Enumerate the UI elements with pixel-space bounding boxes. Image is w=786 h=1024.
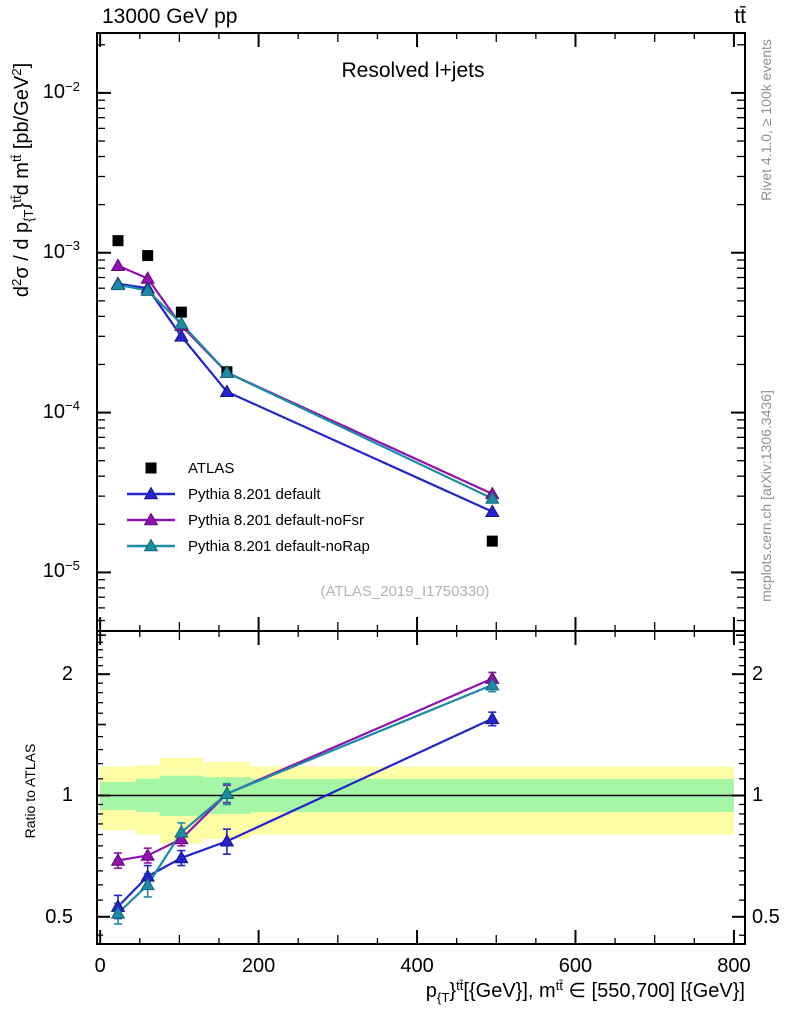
y-tick-label-1e−3: 10−3 [42,239,80,263]
tick-mantissa: 10 [42,400,65,423]
y-tick-label-1e−2: 10−2 [42,78,80,103]
ratio-marker-pythia-8-201-default-norap [174,824,189,838]
rivet-version-note: Rivet 4.1.0, ≥ 100k events [758,39,774,201]
ratio-marker-pythia-8-201-default [485,711,500,725]
title-segment: } [449,980,457,1002]
ratio-marker-pythia-8-201-default-nofsr [174,831,189,845]
ratio-marker-pythia-8-201-default-norap [110,905,126,919]
ratio-y-axis-title: Ratio to ATLAS [22,743,38,839]
main-marker-atlas [175,306,187,318]
main-marker-pythia-8-201-default-norap [219,365,235,378]
title-segment: σ / d p [11,221,33,279]
x-axis-title: p{T}tt̄[{GeV}], mtt̄ ∈ [550,700] [{GeV}] [425,977,745,1004]
title-segment: 2 [8,278,24,287]
x-tick-label-800: 800 [717,955,751,977]
triangle-marker-icon [127,486,175,500]
square-marker-icon [145,462,157,474]
process-label: tt̄ [734,5,746,28]
title-segment: {T [21,209,37,222]
ratio-marker-pythia-8-201-default-nofsr [110,853,126,866]
main-marker-atlas [486,535,498,547]
main-y-axis-title: d2σ / d p{T}tt̄d mtt̄ [pb/GeV2] [8,63,36,298]
main-marker-pythia-8-201-default [219,384,235,398]
ratio-tick-label-left-1: 1 [61,784,73,807]
analysis-watermark: (ATLAS_2019_I1750330) [320,583,490,600]
tick-mantissa: 10 [42,240,65,263]
title-segment: 2 [8,68,24,76]
triangle-marker-icon [127,512,175,526]
ratio-tick-label-right-2: 2 [752,663,764,686]
legend-item-pythia-8-201-default: Pythia 8.201 default [126,481,370,507]
beam-energy-label: 13000 GeV pp [102,5,238,28]
ratio-tick-label-left-0.5: 0.5 [45,905,73,928]
ratio-tick-label-right-0.5: 0.5 [752,905,780,928]
ratio-marker-pythia-8-201-default-norap [219,786,235,800]
main-marker-pythia-8-201-default-norap [485,491,500,504]
title-segment: d m [11,162,33,196]
ratio-marker-pythia-8-201-default [219,833,235,847]
main-marker-atlas [142,250,154,262]
title-segment: tt̄ [8,195,24,203]
mcplots-credit-note: mcplots.cern.ch [arXiv:1306.3436] [758,390,774,602]
title-segment: p [425,980,437,1002]
x-tick-label-400: 400 [400,955,434,977]
main-marker-atlas [112,235,124,247]
tick-mantissa: 10 [42,80,65,103]
legend-item-pythia-8-201-default-norap: Pythia 8.201 default-noRap [126,533,370,559]
tick-exponent: −3 [64,238,80,254]
legend-item-atlas: ATLAS [126,455,370,481]
x-tick-label-600: 600 [558,955,593,977]
y-tick-label-1e−4: 10−4 [42,399,80,423]
legend-label: Pythia 8.201 default [188,485,321,503]
x-tick-label-0: 0 [94,955,106,977]
triangle-marker-icon [127,538,175,552]
ratio-marker-pythia-8-201-default-nofsr [140,848,155,861]
legend: ATLAS Pythia 8.201 default Pythia 8.201 de… [126,455,370,559]
title-segment: ∈ [550,700] [{GeV}] [563,980,745,1002]
x-tick-label-200: 200 [241,955,276,977]
y-tick-label-1e−5: 10−5 [42,558,80,583]
legend-label: Pythia 8.201 default-noFsr [188,511,364,529]
main-marker-pythia-8-201-default [174,328,189,342]
title-segment: tt̄ [8,154,24,163]
legend-item-pythia-8-201-default-nofsr: Pythia 8.201 default-noFsr [126,507,370,533]
ratio-tick-label-right-1: 1 [752,784,764,807]
title-segment: tt̄ [555,977,563,993]
main-marker-pythia-8-201-default-norap [110,277,126,291]
ratio-marker-pythia-8-201-default-norap [140,877,155,891]
title-segment: d [11,286,33,298]
ratio-marker-pythia-8-201-default [174,850,189,864]
title-segment: tt̄ [456,977,464,993]
title-segment: [pb/GeV [11,75,33,155]
ratio-tick-label-left-2: 2 [61,663,73,686]
legend-label: ATLAS [188,459,235,477]
tick-exponent: −5 [64,558,80,574]
legend-label: Pythia 8.201 default-noRap [188,537,370,555]
tick-mantissa: 10 [42,560,65,583]
main-marker-pythia-8-201-default-nofsr [110,258,126,271]
tick-exponent: −2 [64,78,80,94]
title-segment: [{GeV}], m [463,980,556,1002]
main-marker-pythia-8-201-default [485,504,500,517]
main-marker-pythia-8-201-default-norap [174,316,189,329]
ratio-panel-frame [96,630,746,945]
ratio-marker-pythia-8-201-default-norap [485,677,500,691]
title-segment: {T [436,990,450,1006]
main-marker-pythia-8-201-default-norap [140,283,155,296]
plot-title: Resolved l+jets [341,59,485,82]
tick-exponent: −4 [64,398,80,414]
